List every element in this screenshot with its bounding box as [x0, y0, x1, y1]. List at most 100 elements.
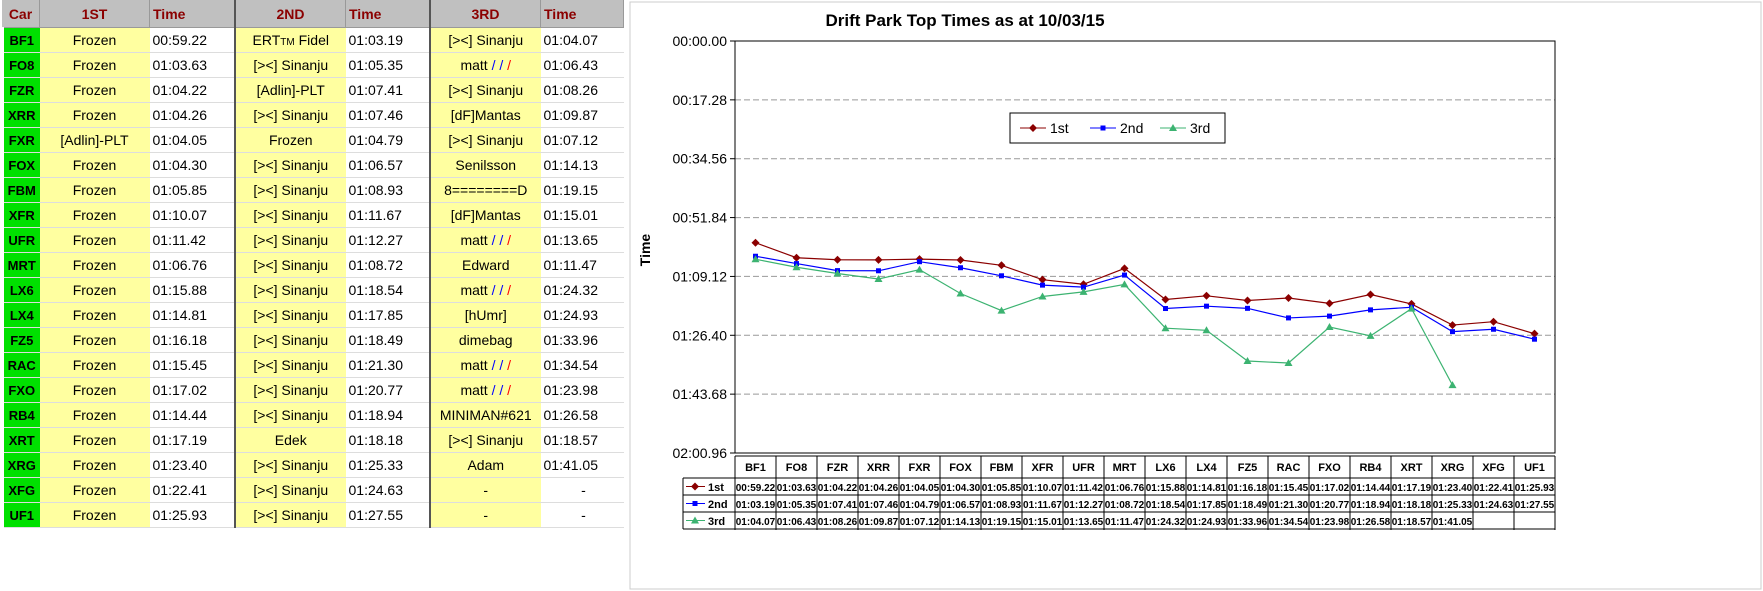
- data-label: 01:23.98: [1310, 517, 1350, 528]
- car-code: FOX: [0, 152, 40, 178]
- data-label: 01:06.76: [1105, 483, 1145, 494]
- second-time: 01:25.33: [345, 452, 430, 478]
- data-label: 01:19.15: [982, 517, 1022, 528]
- data-label: 01:14.81: [1187, 483, 1227, 494]
- table-row: FZ5 Frozen 01:16.18 [><] Sinanju 01:18.49 dim…: [0, 327, 624, 353]
- first-time: 01:11.42: [149, 227, 235, 253]
- data-point: [1038, 292, 1047, 300]
- third-time: 01:04.07: [540, 27, 624, 53]
- data-point: [1366, 290, 1375, 299]
- data-point: [1100, 125, 1106, 131]
- table-row: MRT Frozen 01:06.76 [><] Sinanju 01:08.72 Edw…: [0, 252, 624, 278]
- header-time-1: Time: [149, 0, 236, 28]
- third-driver: [hUmr]: [429, 302, 541, 328]
- data-point: [1325, 299, 1334, 308]
- second-driver: [><] Sinanju: [234, 502, 346, 528]
- third-driver: Edward: [429, 252, 541, 278]
- first-driver: Frozen: [39, 152, 150, 178]
- data-point: [1081, 284, 1086, 290]
- data-point: [1204, 303, 1209, 309]
- chart-data-table: BF1 FO8 FZR XRR FXR FOX FBM XFR UFR MRT LX6 LX4 FZ5 R…: [682, 455, 1556, 530]
- car-code: LX6: [0, 277, 40, 303]
- car-code: FZ5: [0, 327, 40, 353]
- car-code: LX4: [0, 302, 40, 328]
- car-code: FXO: [0, 377, 40, 403]
- third-time: 01:13.65: [540, 227, 624, 253]
- data-label: 01:03.63: [777, 483, 817, 494]
- third-time: 01:11.47: [540, 252, 624, 278]
- second-time: 01:18.94: [345, 402, 430, 428]
- first-time: 01:17.02: [149, 377, 235, 403]
- category-label: FZ5: [1238, 462, 1258, 474]
- data-point: [1243, 357, 1252, 365]
- data-label: 01:24.32: [1146, 517, 1186, 528]
- first-driver: Frozen: [39, 352, 150, 378]
- second-driver: Edek: [234, 427, 346, 453]
- data-label: 01:05.85: [982, 483, 1022, 494]
- data-point: [956, 256, 965, 265]
- series-line: [755, 242, 1535, 335]
- third-time: 01:26.58: [540, 402, 624, 428]
- category-label: RB4: [1359, 462, 1382, 474]
- data-point: [1161, 324, 1170, 332]
- data-point: [1120, 264, 1129, 273]
- second-driver: [><] Sinanju: [234, 252, 346, 278]
- first-time: 01:14.44: [149, 402, 235, 428]
- first-driver: Frozen: [39, 477, 150, 503]
- first-driver: Frozen: [39, 452, 150, 478]
- data-label: 01:04.30: [941, 483, 981, 494]
- category-label: XRG: [1441, 462, 1465, 474]
- y-tick-label: 01:26.40: [673, 327, 728, 343]
- second-time: 01:12.27: [345, 227, 430, 253]
- data-point: [1327, 313, 1332, 319]
- data-point: [997, 306, 1006, 314]
- first-driver: Frozen: [39, 277, 150, 303]
- category-label: BF1: [745, 462, 766, 474]
- data-point: [792, 253, 801, 262]
- second-time: 01:27.55: [345, 502, 430, 528]
- first-driver: Frozen: [39, 252, 150, 278]
- header-car: Car: [2, 0, 40, 28]
- table-row: FXO Frozen 01:17.02 [><] Sinanju 01:20.77 mat…: [0, 377, 624, 403]
- first-driver: Frozen: [39, 77, 150, 103]
- data-label: 01:04.07: [736, 517, 776, 528]
- third-driver: [><] Sinanju: [429, 27, 541, 53]
- second-driver: [><] Sinanju: [234, 327, 346, 353]
- third-time: 01:41.05: [540, 452, 624, 478]
- data-label: 01:18.49: [1228, 500, 1268, 511]
- second-time: 01:11.67: [345, 202, 430, 228]
- car-code: MRT: [0, 252, 40, 278]
- data-point: [751, 255, 760, 263]
- data-label: 01:23.40: [1433, 483, 1473, 494]
- data-point: [1489, 317, 1498, 326]
- third-driver: [dF]Mantas: [429, 202, 541, 228]
- car-code: XFR: [0, 202, 40, 228]
- data-point: [833, 269, 842, 277]
- first-driver: Frozen: [39, 502, 150, 528]
- table-row: FO8 Frozen 01:03.63 [><] Sinanju 01:05.35 mat…: [0, 52, 624, 78]
- data-label: 01:25.33: [1433, 500, 1473, 511]
- second-time: 01:07.46: [345, 102, 430, 128]
- data-label: 01:21.30: [1269, 500, 1309, 511]
- header-time-3: Time: [540, 0, 624, 28]
- row-label: 2nd: [708, 499, 728, 511]
- second-driver: [><] Sinanju: [234, 377, 346, 403]
- second-time: 01:05.35: [345, 52, 430, 78]
- car-code: RB4: [0, 402, 40, 428]
- third-driver: 8========D: [429, 177, 541, 203]
- first-time: 01:06.76: [149, 252, 235, 278]
- table-row: UFR Frozen 01:11.42 [><] Sinanju 01:12.27 mat…: [0, 227, 624, 253]
- table-row: LX6 Frozen 01:15.88 [><] Sinanju 01:18.54 mat…: [0, 277, 624, 303]
- third-time: 01:33.96: [540, 327, 624, 353]
- first-time: 00:59.22: [149, 27, 235, 53]
- data-point: [1284, 293, 1293, 302]
- second-driver: [><] Sinanju: [234, 302, 346, 328]
- data-point: [1163, 306, 1168, 312]
- series-3rd: [751, 255, 1457, 389]
- data-label: 01:04.22: [818, 483, 858, 494]
- data-label: 01:14.44: [1351, 483, 1391, 494]
- data-point: [692, 501, 698, 506]
- second-time: 01:08.72: [345, 252, 430, 278]
- data-point: [1491, 326, 1496, 332]
- data-point: [1530, 329, 1539, 338]
